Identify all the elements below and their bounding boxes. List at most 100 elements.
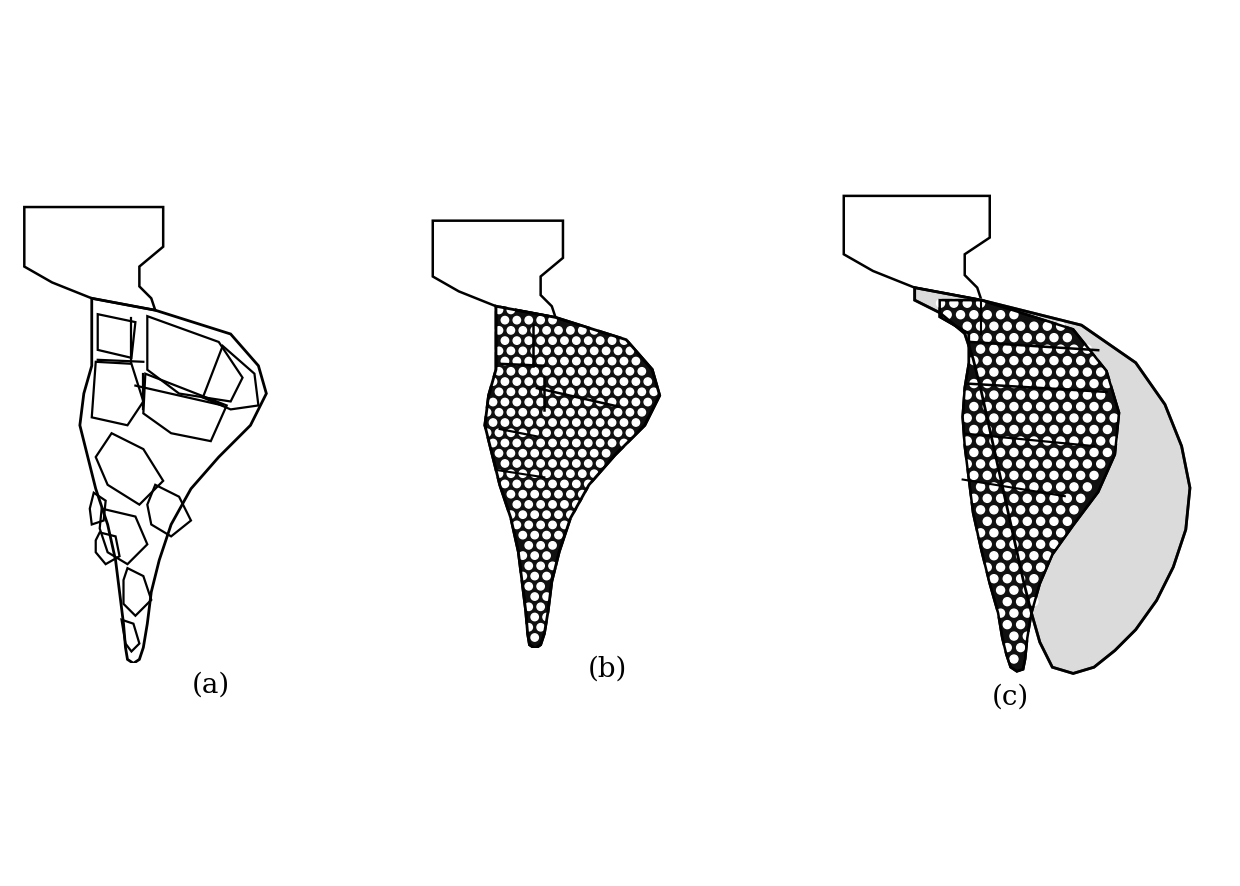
- Circle shape: [543, 593, 551, 600]
- Circle shape: [1023, 356, 1032, 365]
- Circle shape: [560, 439, 568, 447]
- Circle shape: [579, 368, 587, 375]
- Circle shape: [1070, 460, 1078, 468]
- Circle shape: [543, 347, 551, 354]
- Circle shape: [1090, 402, 1099, 410]
- Circle shape: [531, 449, 538, 457]
- Circle shape: [1003, 552, 1012, 560]
- Circle shape: [970, 494, 978, 502]
- Circle shape: [1009, 610, 1018, 618]
- Circle shape: [520, 368, 527, 375]
- Circle shape: [543, 552, 551, 559]
- Circle shape: [614, 408, 621, 416]
- Circle shape: [579, 449, 587, 457]
- Circle shape: [567, 388, 574, 395]
- Circle shape: [1043, 529, 1052, 537]
- Circle shape: [501, 337, 508, 345]
- Circle shape: [1064, 334, 1071, 342]
- Circle shape: [520, 470, 527, 478]
- Circle shape: [549, 337, 557, 345]
- Circle shape: [560, 337, 568, 345]
- Circle shape: [531, 470, 538, 478]
- Circle shape: [560, 399, 568, 406]
- Circle shape: [1110, 414, 1118, 422]
- Circle shape: [1017, 460, 1024, 468]
- Circle shape: [1030, 368, 1038, 376]
- Circle shape: [543, 572, 551, 579]
- Circle shape: [567, 470, 574, 478]
- Circle shape: [1009, 494, 1018, 502]
- Polygon shape: [915, 288, 1190, 673]
- Circle shape: [1030, 391, 1038, 399]
- Circle shape: [590, 429, 598, 437]
- Circle shape: [977, 299, 985, 307]
- Circle shape: [525, 399, 532, 406]
- Circle shape: [1003, 620, 1012, 629]
- Circle shape: [520, 491, 527, 498]
- Circle shape: [525, 583, 532, 590]
- Circle shape: [1056, 483, 1065, 491]
- Circle shape: [1064, 402, 1071, 410]
- Circle shape: [1070, 368, 1078, 376]
- Circle shape: [1037, 356, 1044, 365]
- Circle shape: [1050, 517, 1058, 525]
- Circle shape: [567, 511, 574, 518]
- Circle shape: [1043, 346, 1052, 354]
- Circle shape: [970, 402, 978, 410]
- Circle shape: [632, 399, 640, 406]
- Circle shape: [983, 356, 991, 365]
- Circle shape: [997, 334, 1004, 342]
- Circle shape: [501, 357, 508, 365]
- Circle shape: [573, 399, 580, 406]
- Circle shape: [1009, 356, 1018, 365]
- Circle shape: [525, 419, 532, 426]
- Circle shape: [997, 587, 1004, 595]
- Circle shape: [554, 368, 562, 375]
- Circle shape: [983, 448, 991, 456]
- Circle shape: [1037, 471, 1044, 479]
- Circle shape: [1030, 414, 1038, 422]
- Circle shape: [1084, 391, 1091, 399]
- Circle shape: [1104, 379, 1111, 387]
- Circle shape: [603, 429, 610, 437]
- Circle shape: [513, 439, 521, 447]
- Circle shape: [531, 408, 538, 416]
- Circle shape: [554, 491, 562, 498]
- Circle shape: [590, 368, 598, 375]
- Circle shape: [997, 540, 1004, 548]
- Circle shape: [603, 408, 610, 416]
- Circle shape: [1017, 323, 1024, 330]
- Circle shape: [1003, 598, 1012, 606]
- Circle shape: [990, 460, 998, 468]
- Circle shape: [507, 511, 515, 518]
- Circle shape: [1003, 437, 1012, 445]
- Circle shape: [525, 501, 532, 508]
- Circle shape: [963, 323, 971, 330]
- Circle shape: [531, 327, 538, 334]
- Circle shape: [970, 379, 978, 387]
- Circle shape: [495, 307, 502, 314]
- Circle shape: [537, 460, 544, 467]
- Circle shape: [963, 391, 971, 399]
- Circle shape: [560, 521, 568, 529]
- Circle shape: [1023, 379, 1032, 387]
- Circle shape: [549, 501, 557, 508]
- Circle shape: [632, 377, 640, 385]
- Circle shape: [983, 494, 991, 502]
- Circle shape: [1009, 632, 1018, 640]
- Circle shape: [590, 388, 598, 395]
- Circle shape: [543, 470, 551, 478]
- Circle shape: [579, 470, 587, 478]
- Circle shape: [1043, 323, 1052, 330]
- Circle shape: [513, 501, 521, 508]
- Circle shape: [520, 429, 527, 437]
- Circle shape: [537, 377, 544, 385]
- Circle shape: [573, 460, 580, 467]
- Circle shape: [1064, 425, 1071, 433]
- Circle shape: [590, 327, 598, 334]
- Circle shape: [997, 356, 1004, 365]
- Circle shape: [584, 337, 591, 345]
- Circle shape: [1003, 323, 1012, 330]
- Circle shape: [584, 357, 591, 365]
- Circle shape: [997, 402, 1004, 410]
